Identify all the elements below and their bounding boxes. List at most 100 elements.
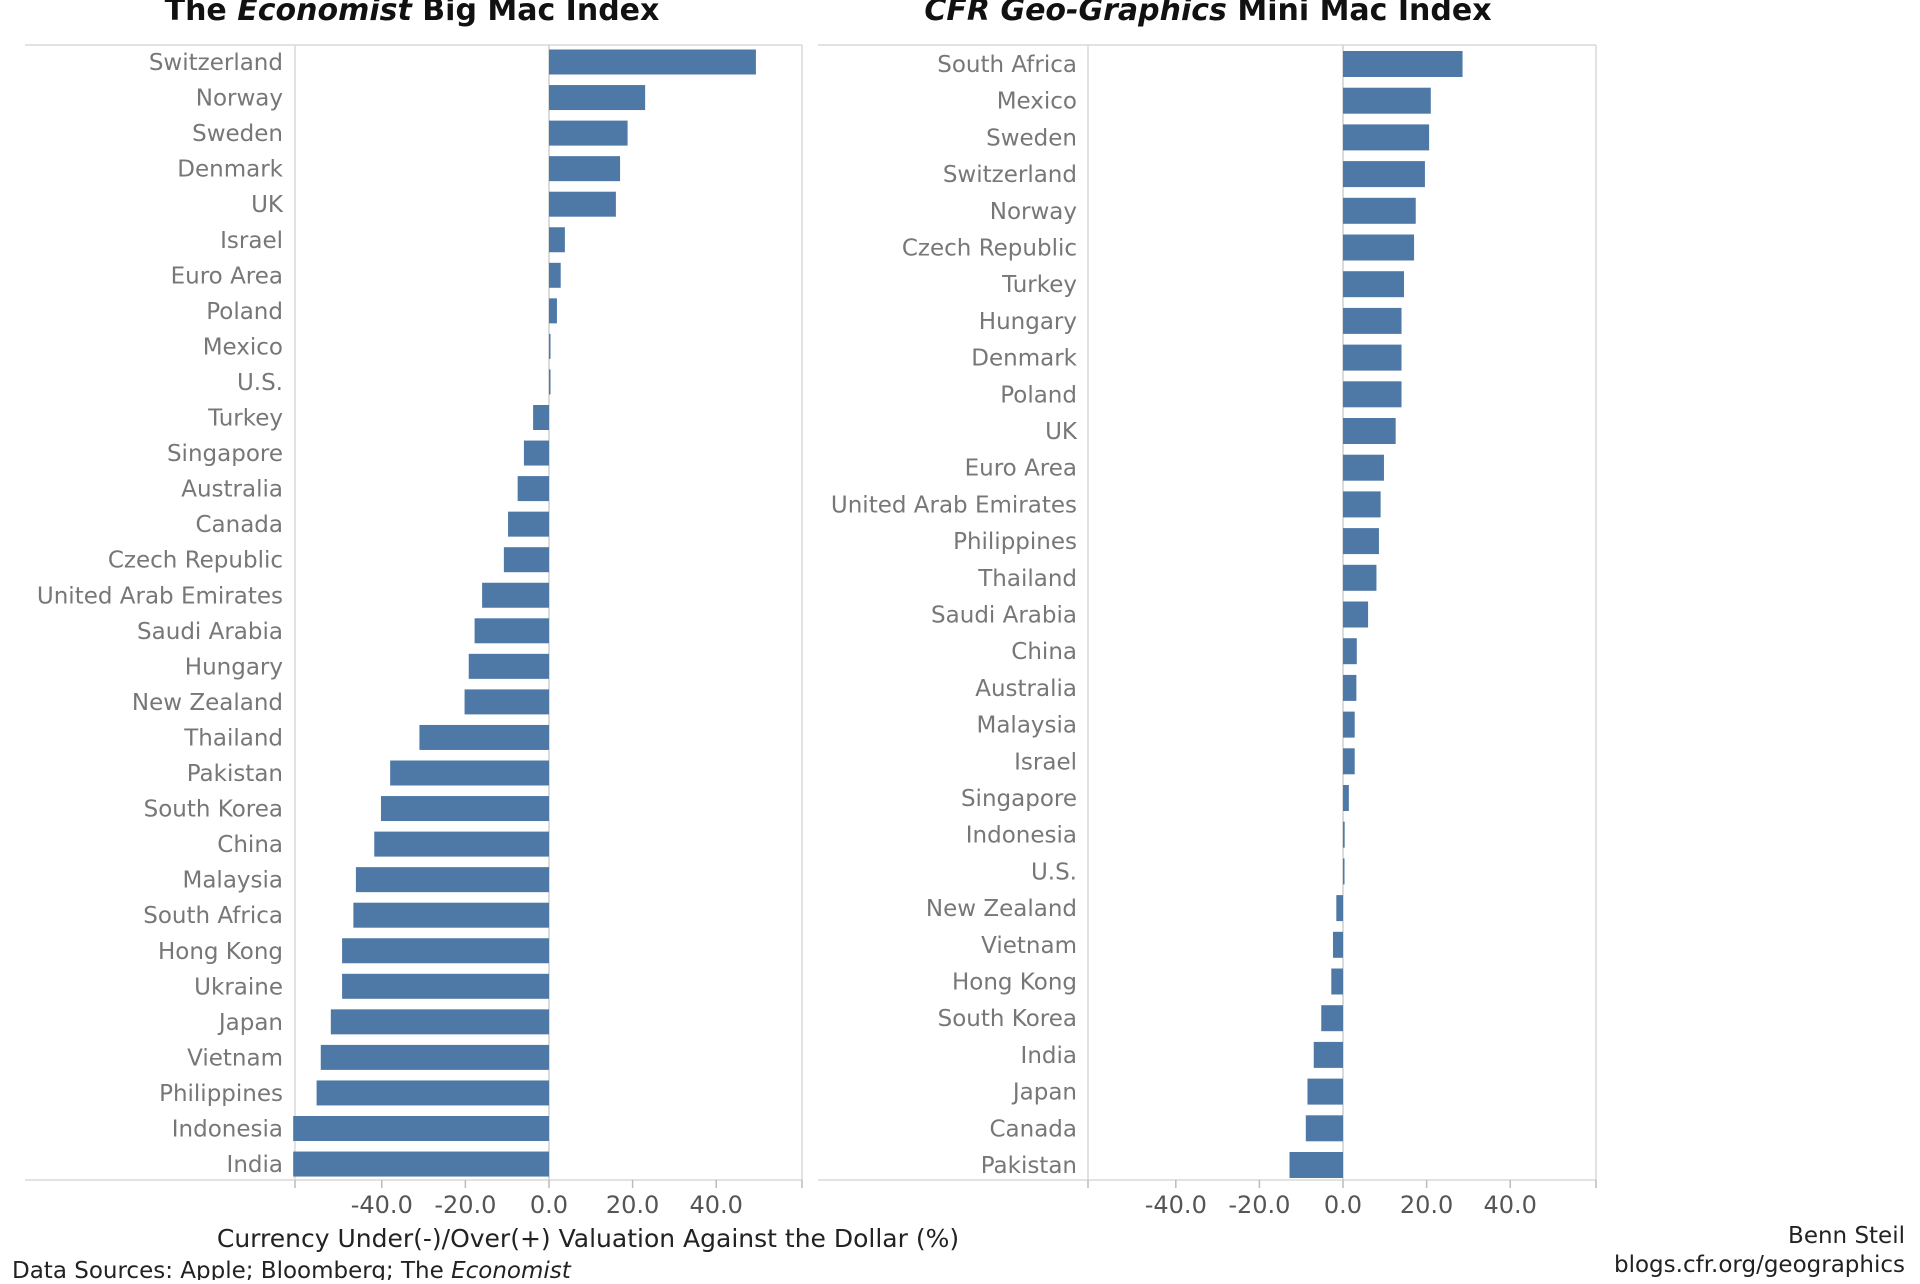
right-bar [1343, 234, 1415, 261]
left-bar [355, 867, 549, 893]
right-x-tick-label: -20.0 [1228, 1191, 1290, 1219]
left-chart-title: The Economist Big Mac Index [165, 0, 660, 28]
left-x-tick-label: -40.0 [351, 1191, 413, 1219]
left-bar [549, 156, 621, 182]
right-category-label: Hong Kong [952, 970, 1077, 996]
left-category-label: Singapore [167, 441, 283, 467]
right-bar [1343, 307, 1402, 334]
right-bar [1343, 161, 1425, 188]
right-category-label: United Arab Emirates [831, 492, 1077, 518]
left-bar [419, 724, 549, 750]
left-bar [533, 405, 549, 430]
left-bar [549, 369, 551, 395]
left-category-label: U.S. [237, 370, 283, 396]
left-category-label: Saudi Arabia [137, 619, 283, 645]
left-category-label: Pakistan [187, 761, 283, 787]
left-category-label: Vietnam [187, 1045, 283, 1071]
left-category-label: South Korea [144, 797, 283, 823]
left-title-part: Big Mac Index [412, 0, 660, 28]
right-category-label: Singapore [961, 786, 1077, 812]
left-x-tick-label: 20.0 [606, 1191, 659, 1219]
left-category-label: UK [251, 192, 284, 218]
left-category-label: United Arab Emirates [37, 583, 283, 609]
left-category-label: Mexico [203, 334, 283, 360]
left-category-label: India [227, 1152, 283, 1178]
left-category-label: Hungary [185, 654, 283, 680]
left-bar [293, 1116, 549, 1141]
left-bar [468, 653, 549, 679]
left-bar [353, 902, 549, 928]
left-bar [549, 49, 756, 75]
right-category-label: Euro Area [965, 456, 1077, 482]
right-category-label: South Africa [937, 52, 1077, 78]
left-bar [549, 262, 561, 288]
right-x-tick-label: 20.0 [1400, 1191, 1453, 1219]
right-bar [1331, 968, 1343, 995]
right-category-label: Philippines [953, 529, 1077, 555]
left-bar [342, 938, 549, 964]
left-bar [342, 973, 549, 999]
right-bar [1343, 491, 1381, 518]
right-category-label: Czech Republic [902, 236, 1077, 262]
left-bar [549, 120, 628, 146]
x-axis-label: Currency Under(-)/Over(+) Valuation Agai… [217, 1224, 959, 1253]
data-sources-note: Data Sources: Apple; Bloomberg; The Econ… [12, 1258, 572, 1280]
right-category-label: Mexico [997, 89, 1077, 115]
left-bar [549, 333, 551, 359]
right-category-label: Malaysia [976, 713, 1077, 739]
right-category-label: Vietnam [981, 933, 1077, 959]
right-category-label: Australia [975, 676, 1077, 702]
left-title-part: Economist [237, 0, 413, 28]
right-bar [1343, 711, 1355, 738]
right-category-label: Thailand [977, 566, 1077, 592]
left-category-label: Japan [217, 1010, 283, 1036]
right-bar [1343, 674, 1357, 701]
right-bar [1343, 271, 1405, 298]
left-bar [549, 298, 557, 324]
right-category-label: U.S. [1031, 859, 1077, 885]
right-category-label: Poland [1000, 382, 1077, 408]
right-bar [1343, 638, 1357, 665]
right-bar [1289, 1152, 1343, 1178]
left-category-label: Czech Republic [108, 548, 283, 574]
left-category-label: Turkey [207, 406, 283, 432]
left-bar [523, 440, 549, 466]
left-category-label: South Africa [143, 903, 283, 929]
right-category-label: UK [1045, 419, 1078, 445]
right-title-part: Mini Mac Index [1227, 0, 1492, 28]
left-bar [374, 831, 549, 857]
right-bar [1343, 87, 1431, 114]
left-category-label: Euro Area [171, 263, 283, 289]
left-category-label: Norway [196, 86, 283, 112]
right-category-label: Hungary [979, 309, 1077, 335]
right-category-label: New Zealand [926, 896, 1077, 922]
left-bar [503, 547, 549, 573]
left-category-label: Israel [220, 228, 283, 254]
data-sources-italic: Economist [451, 1258, 572, 1280]
right-category-label: Saudi Arabia [931, 603, 1077, 629]
left-bar [293, 1151, 549, 1177]
left-bar [320, 1044, 549, 1070]
left-category-label: Sweden [192, 121, 283, 147]
right-bar [1343, 785, 1349, 811]
right-bar [1343, 51, 1463, 77]
site-credit: blogs.cfr.org/geographics [1614, 1252, 1905, 1278]
left-bar [482, 582, 549, 608]
right-bar [1313, 1041, 1343, 1068]
left-bar [549, 191, 616, 217]
right-bar [1343, 454, 1384, 481]
right-chart-title: CFR Geo-Graphics Mini Mac Index [924, 0, 1491, 28]
right-category-label: Switzerland [943, 162, 1077, 188]
left-category-label: Ukraine [194, 974, 283, 1000]
right-category-label: Canada [989, 1116, 1077, 1142]
right-bar [1343, 858, 1345, 885]
left-category-label: Poland [206, 299, 283, 325]
left-category-label: Indonesia [172, 1117, 283, 1143]
left-category-label: New Zealand [132, 690, 283, 716]
right-x-tick-label: 0.0 [1324, 1191, 1362, 1219]
right-category-label: India [1021, 1043, 1077, 1069]
right-title-part: CFR Geo-Graphics [924, 0, 1227, 28]
right-category-label: Norway [990, 199, 1077, 225]
